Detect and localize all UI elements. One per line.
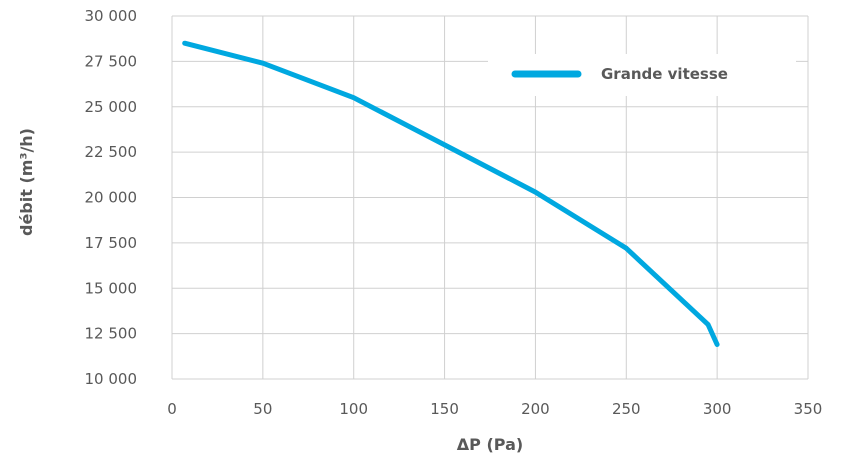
y-tick-label: 27 500 [85,52,138,70]
y-tick-label: 12 500 [85,325,138,343]
x-tick-label: 250 [612,400,641,418]
x-tick-labels: 0 50 100 150 200 250 300 350 [167,400,822,418]
y-tick-label: 20 000 [85,189,138,207]
x-axis-title: ΔP (Pa) [457,435,523,454]
y-tick-label: 30 000 [85,7,138,25]
series-line [182,40,720,347]
x-tick-label: 50 [253,400,272,418]
x-tick-label: 350 [794,400,823,418]
y-tick-label: 10 000 [85,370,138,388]
y-tick-label: 15 000 [85,279,138,297]
x-tick-label: 0 [167,400,177,418]
y-tick-label: 17 500 [85,234,138,252]
y-axis-title: débit (m³/h) [17,128,36,236]
grid [171,15,809,380]
x-tick-label: 200 [521,400,550,418]
legend: Grande vitesse [488,54,796,96]
legend-label: Grande vitesse [601,65,728,83]
series-layer [182,40,720,347]
x-tick-label: 100 [339,400,368,418]
y-tick-labels: 10 000 12 500 15 000 17 500 20 000 22 500 25 0… [85,7,138,388]
y-tick-label: 25 000 [85,98,138,116]
y-tick-label: 22 500 [85,143,138,161]
x-tick-label: 300 [703,400,732,418]
x-tick-label: 150 [430,400,459,418]
